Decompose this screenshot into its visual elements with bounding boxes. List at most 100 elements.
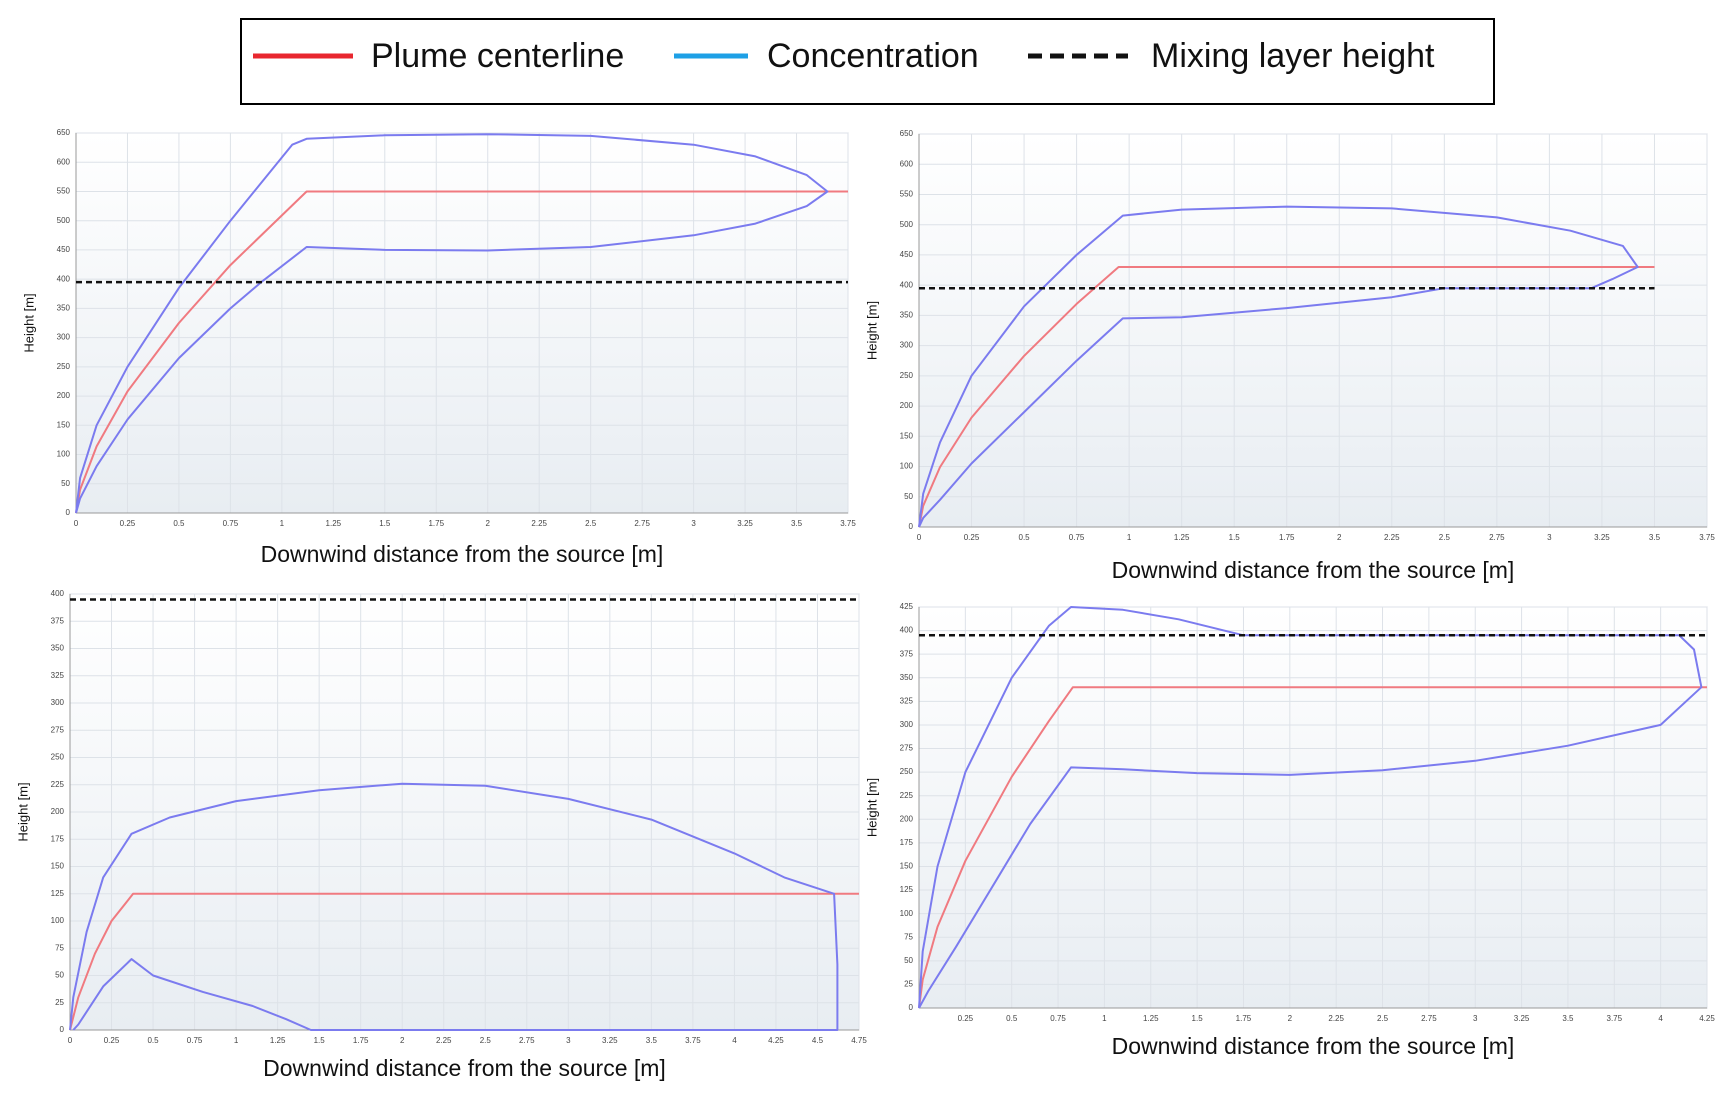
- series-line: [918, 266, 1655, 528]
- y-tick-label: 200: [57, 391, 71, 400]
- series-line: [918, 606, 1703, 1009]
- x-tick-label: 0: [74, 519, 79, 528]
- x-tick-label: 1.25: [1143, 1014, 1159, 1023]
- y-tick-label: 500: [57, 216, 71, 225]
- x-axis-title: Downwind distance from the source [m]: [1112, 1033, 1515, 1059]
- x-tick-label: 1.5: [1192, 1014, 1204, 1023]
- y-tick-label: 75: [904, 932, 913, 941]
- x-tick-label: 1.25: [270, 1036, 286, 1045]
- y-tick-label: 450: [900, 250, 914, 259]
- x-tick-label: 3.75: [685, 1036, 701, 1045]
- y-tick-label: 650: [57, 128, 71, 137]
- x-tick-label: 2.25: [531, 519, 547, 528]
- x-tick-label: 1.75: [428, 519, 444, 528]
- y-tick-label: 325: [51, 671, 65, 680]
- x-tick-label: 3.25: [1594, 533, 1610, 542]
- x-tick-label: 3.75: [1699, 533, 1715, 542]
- y-tick-label: 250: [51, 753, 65, 762]
- y-tick-label: 300: [900, 341, 914, 350]
- chart: 0 50 100 150 200 250 300 350 400 450 500 550 600 650 0…: [864, 129, 1715, 583]
- y-tick-label: 325: [900, 696, 914, 705]
- series-line: [69, 892, 859, 1031]
- x-tick-label: 2.75: [1489, 533, 1505, 542]
- x-tick-label: 0.75: [1069, 533, 1085, 542]
- chart: 0 50 100 150 200 250 300 350 400 450 500 550 600 650 0…: [21, 128, 856, 567]
- x-tick-label: 2.75: [634, 519, 650, 528]
- x-tick-label: 1.5: [379, 519, 391, 528]
- x-tick-label: 4: [732, 1036, 737, 1045]
- x-tick-label: 0.25: [104, 1036, 120, 1045]
- y-tick-label: 500: [900, 220, 914, 229]
- x-tick-label: 0.75: [1050, 1014, 1066, 1023]
- y-tick-label: 450: [57, 245, 71, 254]
- y-axis-title: Height [m]: [864, 301, 879, 360]
- y-tick-label: 250: [900, 371, 914, 380]
- x-tick-label: 3.5: [1562, 1014, 1574, 1023]
- x-tick-label: 3.5: [791, 519, 803, 528]
- y-tick-label: 100: [57, 450, 71, 459]
- y-tick-label: 550: [900, 190, 914, 199]
- y-tick-label: 550: [57, 187, 71, 196]
- x-tick-label: 3.25: [737, 519, 753, 528]
- y-tick-label: 100: [900, 909, 914, 918]
- x-tick-label: 3.5: [646, 1036, 658, 1045]
- x-tick-label: 3: [691, 519, 696, 528]
- y-tick-label: 350: [900, 673, 914, 682]
- x-tick-label: 0.25: [964, 533, 980, 542]
- x-tick-label: 2.5: [1377, 1014, 1389, 1023]
- x-tick-label: 1.5: [314, 1036, 326, 1045]
- x-tick-label: 1.75: [1279, 533, 1295, 542]
- x-tick-label: 3: [1473, 1014, 1478, 1023]
- x-tick-label: 0.5: [1019, 533, 1031, 542]
- x-tick-label: 0.75: [223, 519, 239, 528]
- legend-label: Plume centerline: [371, 37, 624, 75]
- y-tick-label: 200: [900, 401, 914, 410]
- y-tick-label: 300: [900, 720, 914, 729]
- x-tick-label: 2: [1337, 533, 1342, 542]
- y-tick-label: 250: [900, 767, 914, 776]
- x-tick-label: 3.75: [840, 519, 856, 528]
- chart: 0 25 50 75 100 125 150 175 200 225 250 275 300 325 350…: [864, 602, 1715, 1059]
- x-tick-label: 3.25: [602, 1036, 618, 1045]
- legend-box: [240, 18, 1495, 105]
- y-tick-label: 50: [61, 479, 70, 488]
- x-tick-label: 1.75: [1236, 1014, 1252, 1023]
- y-tick-label: 350: [900, 310, 914, 319]
- x-tick-label: 0: [68, 1036, 73, 1045]
- x-tick-label: 1.5: [1229, 533, 1241, 542]
- x-tick-label: 2.25: [1328, 1014, 1344, 1023]
- y-tick-label: 150: [57, 420, 71, 429]
- x-tick-label: 4.25: [768, 1036, 784, 1045]
- series-line: [69, 782, 839, 1031]
- y-tick-label: 225: [900, 791, 914, 800]
- y-tick-label: 275: [900, 744, 914, 753]
- y-tick-label: 200: [900, 814, 914, 823]
- x-tick-label: 3.5: [1649, 533, 1661, 542]
- y-tick-label: 125: [900, 885, 914, 894]
- x-tick-label: 0.25: [120, 519, 136, 528]
- x-tick-label: 2.5: [1439, 533, 1451, 542]
- y-tick-label: 225: [51, 780, 65, 789]
- y-tick-label: 400: [900, 280, 914, 289]
- plot-area: [918, 606, 1708, 1009]
- y-tick-label: 600: [900, 159, 914, 168]
- x-tick-label: 3: [1547, 533, 1552, 542]
- y-tick-label: 0: [909, 522, 914, 531]
- y-tick-label: 375: [900, 649, 914, 658]
- y-tick-label: 0: [66, 508, 71, 517]
- y-tick-label: 0: [60, 1025, 65, 1034]
- x-tick-label: 2: [486, 519, 491, 528]
- y-tick-label: 150: [900, 862, 914, 871]
- x-tick-label: 2.75: [519, 1036, 535, 1045]
- x-tick-label: 0.5: [1006, 1014, 1018, 1023]
- x-tick-label: 2: [400, 1036, 405, 1045]
- x-tick-label: 4.75: [851, 1036, 867, 1045]
- x-tick-label: 4.25: [1699, 1014, 1715, 1023]
- y-tick-label: 300: [51, 698, 65, 707]
- series-line: [75, 133, 829, 514]
- x-tick-label: 3: [566, 1036, 571, 1045]
- x-axis-title: Downwind distance from the source [m]: [261, 541, 664, 567]
- y-tick-label: 400: [57, 274, 71, 283]
- y-tick-label: 400: [51, 589, 65, 598]
- x-tick-label: 1.25: [1174, 533, 1190, 542]
